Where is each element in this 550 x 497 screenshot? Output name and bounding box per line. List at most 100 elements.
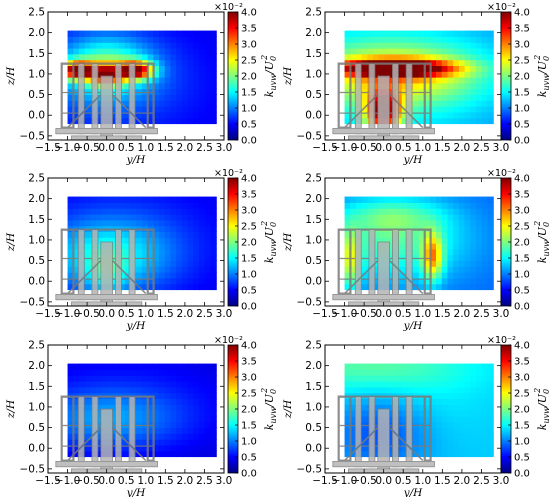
y-tick-label: 1.0 [305, 401, 322, 413]
heatmap-cell [407, 386, 414, 394]
heatmap-cell [344, 42, 351, 49]
heatmap-cell [367, 219, 374, 227]
colorbar-tick-label: 1.0 [241, 270, 257, 281]
heatmap-cell [430, 225, 437, 233]
heatmap-cell [141, 260, 149, 267]
heatmap-cell [470, 202, 477, 209]
heatmap-cell [159, 410, 166, 417]
heatmap-cell [164, 117, 172, 125]
heatmap-cell [436, 415, 443, 423]
heatmap-cell [424, 117, 431, 125]
heatmap-cell [396, 82, 403, 90]
heatmap-cell [373, 30, 380, 37]
heatmap-cell [487, 225, 494, 233]
heatmap-cell [96, 415, 103, 423]
heatmap-cell [378, 369, 386, 376]
heatmap-cell [470, 77, 477, 84]
heatmap-cell [187, 283, 194, 291]
heatmap-cell [210, 375, 217, 382]
heatmap-cell [124, 30, 132, 37]
heatmap-cell [124, 214, 132, 221]
heatmap-cell [141, 410, 149, 417]
heatmap-cell [181, 386, 189, 394]
heatmap-cell [199, 283, 206, 291]
heatmap-cell [361, 42, 369, 49]
heatmap-cell [441, 117, 449, 125]
heatmap-cell [344, 415, 351, 423]
heatmap-cell [199, 111, 206, 119]
heatmap-cell [396, 398, 403, 405]
colorbar-tick-label: 0.5 [514, 453, 530, 464]
heatmap-cell [373, 450, 380, 458]
y-tick-label: 0.0 [305, 276, 322, 288]
heatmap-cell [470, 30, 477, 37]
heatmap-cell [119, 117, 126, 125]
heatmap-cell [350, 106, 357, 113]
heatmap-cell [396, 88, 403, 96]
heatmap-cell [413, 42, 420, 49]
panel-c: −1.5−1.0−0.50.0 0.5 1.0 1.5 2.0 2.5 3.0y/H−0.5… [5, 168, 278, 332]
heatmap-cell [187, 433, 194, 440]
x-tick-label: −0.5 [351, 475, 377, 487]
heatmap-cell [210, 392, 217, 400]
y-axis-label: z/H [5, 66, 17, 86]
heatmap-cell [453, 111, 460, 119]
heatmap-cell [430, 248, 437, 256]
heatmap-cell [413, 88, 420, 96]
heatmap-cell [204, 386, 212, 394]
y-tick-label: 1.5 [28, 48, 45, 60]
heatmap-cell [187, 219, 194, 227]
heatmap-cell [199, 42, 206, 49]
heatmap-cell [396, 439, 403, 446]
y-tick-label: 1.0 [28, 401, 45, 413]
heatmap-cell [101, 237, 109, 244]
x-tick-label: 1.0 [414, 308, 431, 320]
heatmap-cell [430, 398, 437, 405]
x-tick-label: −1.5 [312, 475, 338, 487]
heatmap-cell [73, 214, 80, 221]
x-tick-label: −1.0 [332, 308, 358, 320]
heatmap-cell [181, 433, 189, 440]
heatmap-cell [441, 59, 449, 67]
heatmap-cell [170, 375, 177, 382]
heatmap-cell [147, 427, 154, 434]
x-tick-label: 2.0 [454, 142, 471, 154]
heatmap-cell [141, 111, 149, 119]
x-axis-label: y/H [126, 154, 146, 166]
heatmap-cell [401, 277, 409, 285]
heatmap-cell [107, 196, 114, 203]
heatmap-cell [107, 404, 114, 411]
heatmap-cell [464, 42, 471, 49]
heatmap-cell [164, 42, 172, 49]
y-tick-label: 0.5 [305, 422, 322, 434]
heatmap-cell [119, 53, 126, 61]
heatmap-cell [96, 106, 103, 113]
heatmap-cell [476, 266, 483, 273]
heatmap-cell [344, 369, 351, 376]
heatmap-cell [73, 363, 80, 370]
x-tick-label: −1.5 [35, 142, 61, 154]
heatmap-cell [481, 450, 489, 458]
heatmap-cell [436, 433, 443, 440]
heatmap-cell [401, 71, 409, 78]
heatmap-cell [378, 71, 386, 78]
heatmap-cell [193, 363, 200, 370]
heatmap-cell [378, 42, 386, 49]
heatmap-cell [170, 392, 177, 400]
heatmap-cell [487, 266, 494, 273]
heatmap-cell [458, 100, 466, 107]
heatmap-cell [458, 48, 466, 55]
heatmap-cell [159, 375, 166, 382]
heatmap-cell [396, 237, 403, 244]
heatmap-cell [424, 237, 431, 244]
heatmap-cell [119, 410, 126, 417]
heatmap-cell [447, 30, 454, 37]
heatmap-cell [147, 266, 154, 273]
heatmap-cell [124, 381, 132, 388]
heatmap-cell [170, 450, 177, 458]
heatmap-cell [447, 59, 454, 67]
heatmap-cell [413, 48, 420, 55]
heatmap-cell [396, 243, 403, 250]
heatmap-cell [204, 117, 212, 125]
heatmap-cell [413, 404, 420, 411]
